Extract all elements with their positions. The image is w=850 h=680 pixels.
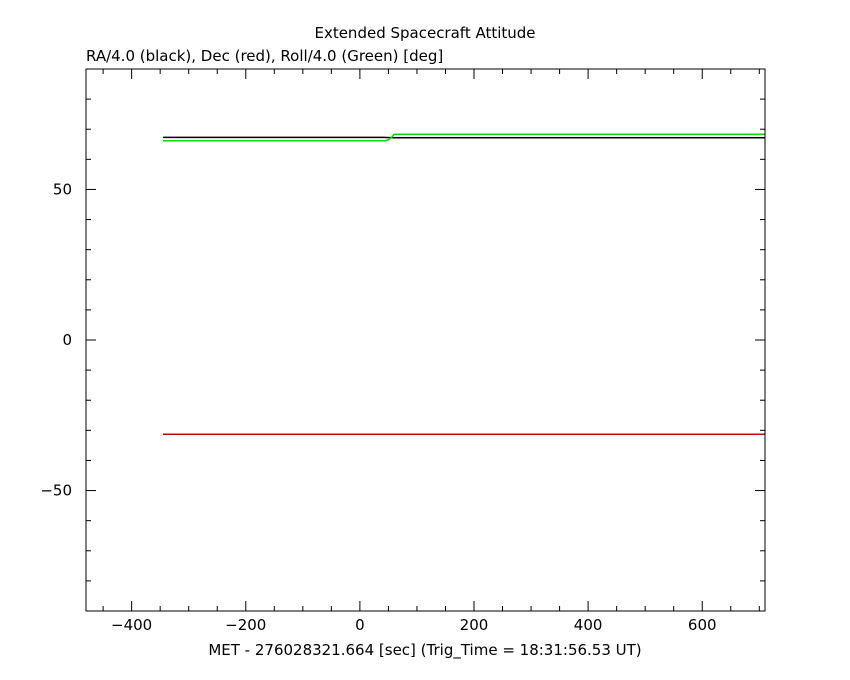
y-tick-label: 50 — [53, 180, 72, 198]
series-layer — [163, 133, 765, 435]
x-tick-label: 400 — [574, 616, 603, 634]
y-tick-label: 0 — [62, 331, 72, 349]
x-tick-label: −400 — [111, 616, 152, 634]
chart-subtitle: RA/4.0 (black), Dec (red), Roll/4.0 (Gre… — [86, 47, 443, 65]
series-line-2 — [163, 133, 765, 142]
plot-frame — [85, 68, 766, 612]
y-tick-label: −50 — [40, 482, 72, 500]
x-tick-label: 200 — [460, 616, 489, 634]
ticks-layer: −400 −200 0 200 400 600 −50 0 50 — [40, 68, 765, 634]
x-tick-label: 600 — [688, 616, 717, 634]
x-axis-label: MET - 276028321.664 [sec] (Trig_Time = 1… — [208, 641, 641, 660]
x-tick-label: 0 — [355, 616, 365, 634]
x-tick-label: −200 — [225, 616, 266, 634]
chart-title: Extended Spacecraft Attitude — [314, 24, 535, 42]
